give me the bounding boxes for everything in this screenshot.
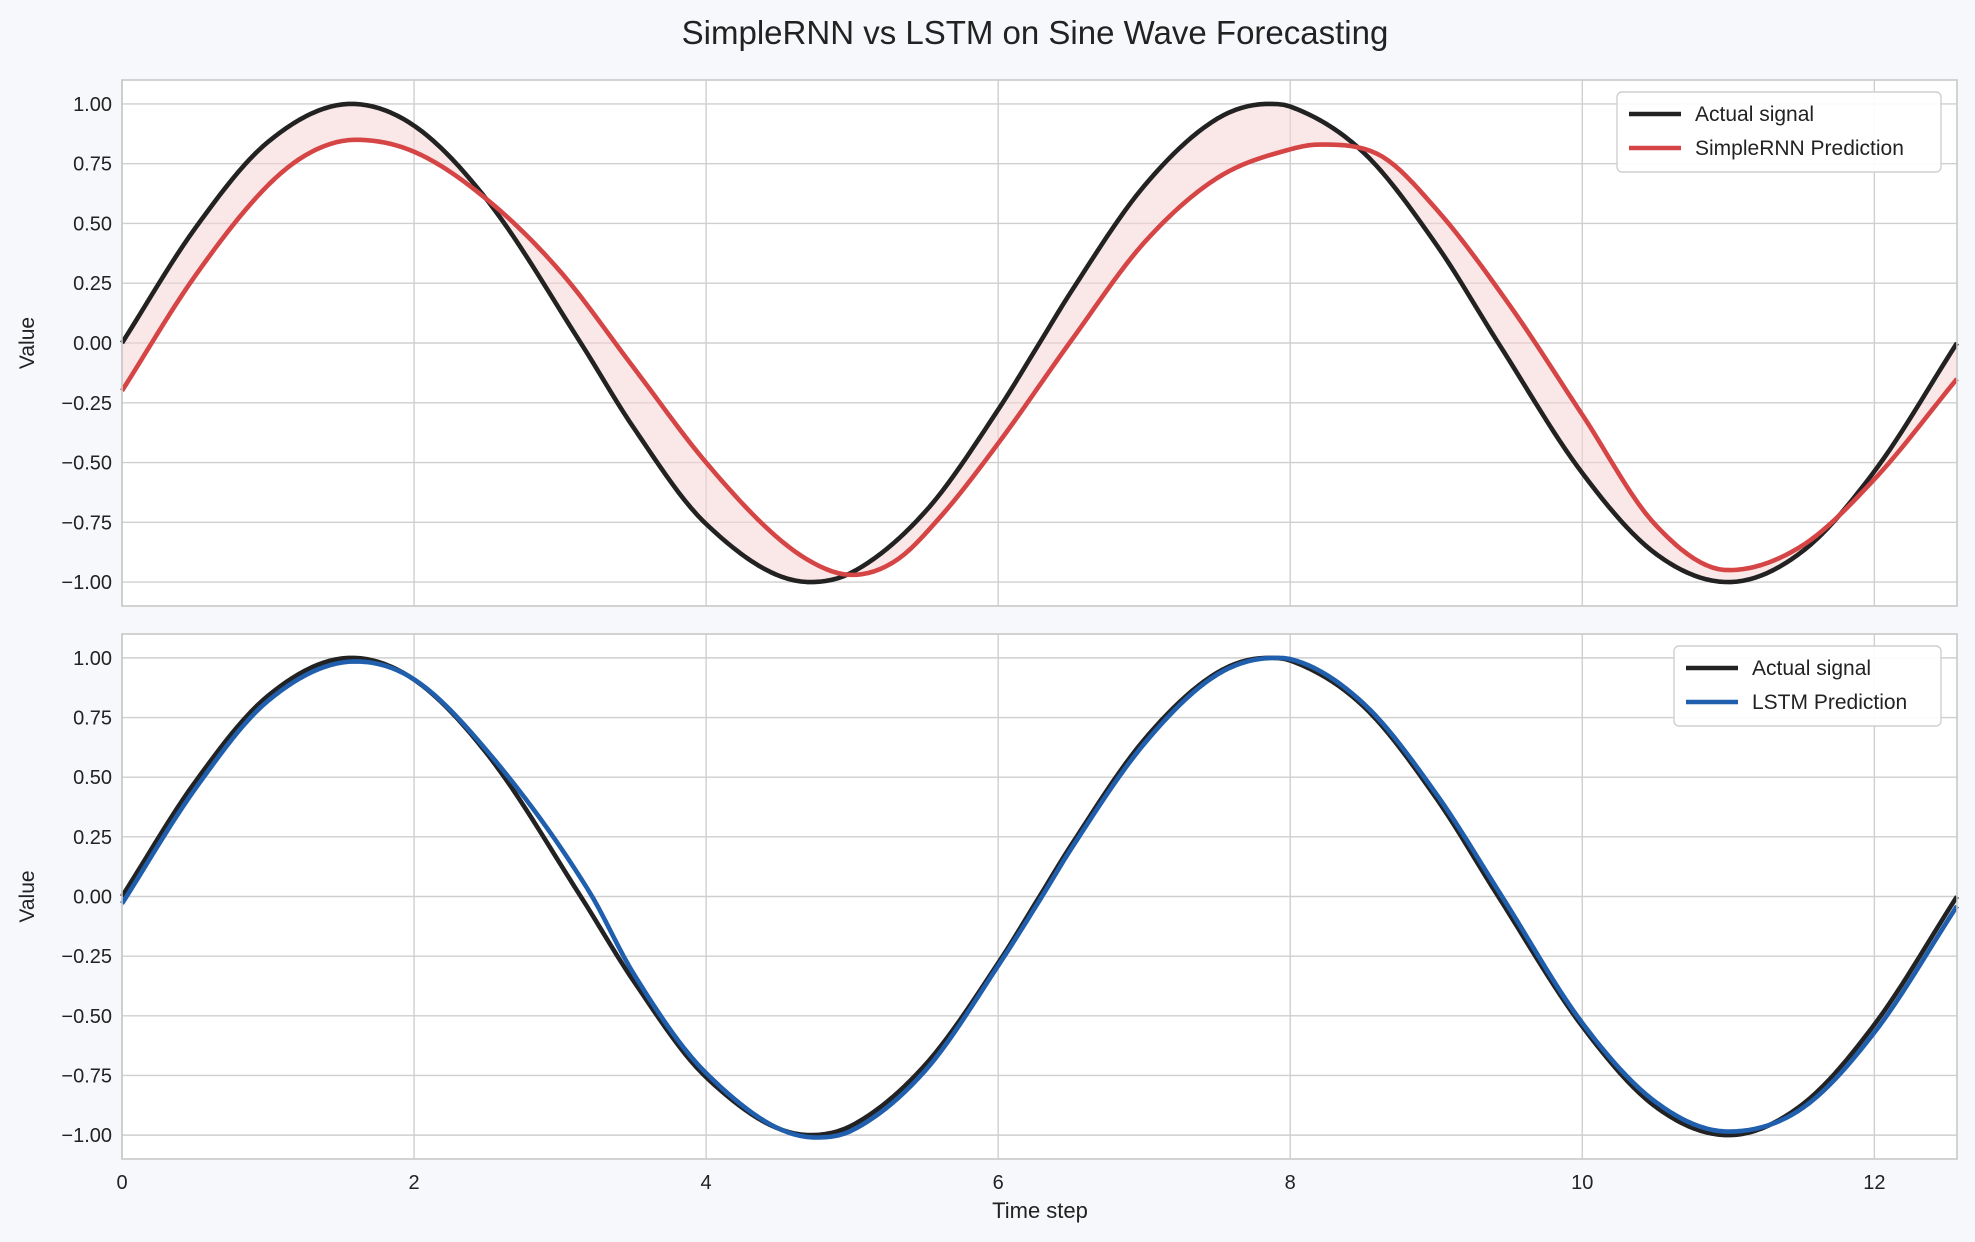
- series-line-simplernn-prediction: [120, 137, 1959, 578]
- x-tick-label: 10: [1571, 1172, 1593, 1194]
- y-tick-label: 0.50: [73, 767, 112, 789]
- chart-title: SimpleRNN vs LSTM on Sine Wave Forecasti…: [682, 14, 1389, 51]
- y-tick-label: 1.00: [73, 648, 112, 670]
- x-tick-label: 0: [116, 1172, 127, 1194]
- y-tick-label: −0.75: [61, 512, 112, 534]
- y-tick-label: 0.75: [73, 154, 112, 176]
- x-tick-label: 2: [408, 1172, 419, 1194]
- legend-box: [1616, 91, 1942, 173]
- legend-label: Actual signal: [1695, 103, 1814, 126]
- error-fill-area: [122, 103, 1957, 583]
- x-tick-label: 6: [993, 1172, 1004, 1194]
- axes-frame: [121, 633, 1958, 1160]
- x-tick-label: 4: [701, 1172, 712, 1194]
- panel-bottom: 1.00 0.75 0.50 0.25 0.00 −0.25 −0.50 −0.75 −1.00…: [16, 633, 1959, 1194]
- y-tick-label: 0.50: [73, 213, 112, 235]
- panel-top: 1.00 0.75 0.50 0.25 0.00 −0.25 −0.50 −0.75 −1.00…: [16, 79, 1959, 607]
- legend: Actual signal LSTM Prediction: [1673, 645, 1942, 727]
- y-axis-label: Value: [16, 317, 39, 369]
- y-tick-label: −1.00: [61, 1125, 112, 1147]
- y-tick-label: −0.25: [61, 393, 112, 415]
- y-axis-label: Value: [16, 870, 39, 922]
- axes-frame: [121, 79, 1958, 607]
- y-tick-label: −1.00: [61, 572, 112, 594]
- y-tick-label: 0.75: [73, 708, 112, 730]
- x-tick-label: 12: [1863, 1172, 1885, 1194]
- y-tick-label: 0.25: [73, 827, 112, 849]
- y-tick-label: −0.50: [61, 453, 112, 475]
- y-tick-label: −0.75: [61, 1065, 112, 1087]
- series-line-actual-signal: [120, 101, 1959, 585]
- legend-label: LSTM Prediction: [1752, 691, 1907, 714]
- legend: Actual signal SimpleRNN Prediction: [1616, 91, 1942, 173]
- legend-label: Actual signal: [1752, 657, 1871, 680]
- y-tick-label: 1.00: [73, 94, 112, 116]
- legend-label: SimpleRNN Prediction: [1695, 137, 1904, 160]
- y-tick-label: −0.25: [61, 946, 112, 968]
- y-tick-label: 0.00: [73, 333, 112, 355]
- y-tick-label: 0.00: [73, 887, 112, 909]
- y-tick-label: 0.25: [73, 273, 112, 295]
- x-axis-label: Time step: [992, 1198, 1088, 1223]
- x-tick-label: 8: [1285, 1172, 1296, 1194]
- y-tick-label: −0.50: [61, 1006, 112, 1028]
- legend-box: [1673, 645, 1942, 727]
- series-line-lstm-prediction: [120, 655, 1959, 1140]
